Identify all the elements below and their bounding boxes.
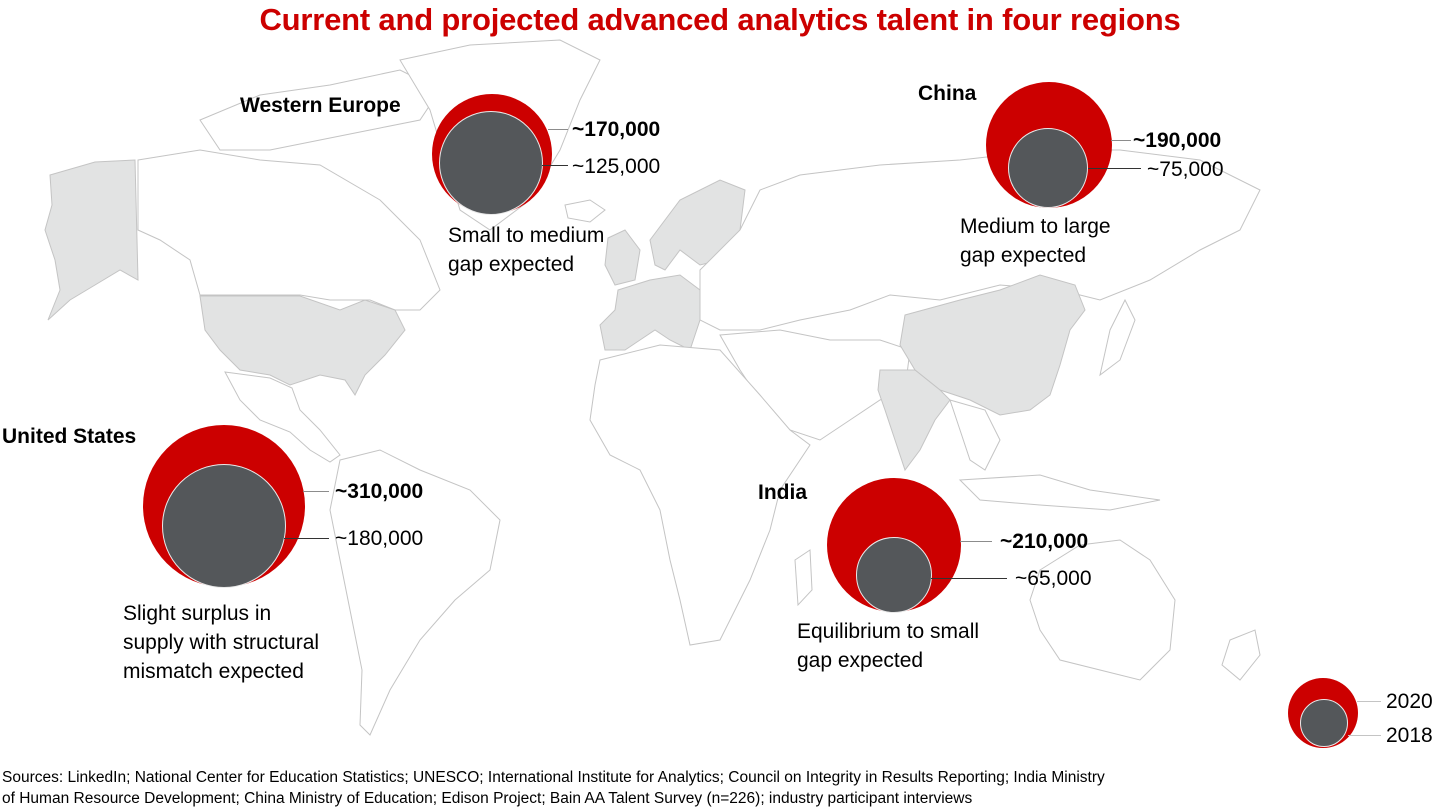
iceland — [564, 199, 606, 223]
leader-line-2020 — [960, 541, 992, 542]
russia-eastern-europe — [699, 149, 1261, 331]
alaska — [44, 159, 139, 321]
sources-note: Sources: LinkedIn; National Center for E… — [2, 769, 1105, 807]
legend-label-2018: 2018 — [1386, 724, 1433, 747]
legend-leader-2018 — [1348, 735, 1381, 736]
uk-ireland — [604, 229, 641, 286]
leader-line-2020 — [1111, 140, 1131, 141]
africa — [589, 344, 811, 646]
leader-line-2018 — [542, 165, 568, 166]
united-states — [199, 295, 406, 396]
bubble-2018-india — [856, 537, 932, 613]
southeast-asia — [949, 399, 1001, 471]
india — [877, 369, 951, 472]
legend-leader-2020 — [1357, 701, 1381, 702]
canada — [137, 149, 441, 311]
bubble-2018-united-states — [162, 464, 286, 588]
value-2020-india: ~210,000 — [1000, 530, 1089, 553]
bubble-2018-western-europe — [439, 111, 543, 215]
description-western-europe: Small to medium gap expected — [448, 224, 605, 276]
value-2020-western-europe: ~170,000 — [572, 118, 661, 141]
chart-title: Current and projected advanced analytics… — [259, 2, 1181, 37]
leader-line-2018 — [931, 578, 1007, 579]
leader-line-2018 — [284, 538, 329, 539]
western-europe-mainland — [599, 274, 701, 351]
bubble-2018-china — [1008, 128, 1088, 208]
region-label-western-europe: Western Europe — [240, 94, 401, 117]
region-label-china: China — [918, 82, 977, 105]
new-zealand — [1221, 629, 1261, 681]
value-2018-united-states: ~180,000 — [335, 527, 424, 550]
leader-line-2018 — [1088, 168, 1141, 169]
region-label-united-states: United States — [2, 425, 137, 448]
south-america — [329, 449, 501, 736]
value-2018-western-europe: ~125,000 — [572, 155, 661, 178]
value-2020-united-states: ~310,000 — [335, 480, 424, 503]
description-china: Medium to large gap expected — [960, 215, 1111, 267]
leader-line-2020 — [303, 491, 329, 492]
value-2018-india: ~65,000 — [1015, 567, 1092, 590]
canada-arctic-islands — [199, 69, 441, 151]
legend-label-2020: 2020 — [1386, 690, 1433, 713]
value-2018-china: ~75,000 — [1147, 158, 1224, 181]
madagascar — [794, 549, 813, 607]
legend-swatch-2018 — [1300, 699, 1348, 747]
description-india: Equilibrium to small gap expected — [797, 620, 980, 672]
leader-line-2020 — [548, 129, 568, 130]
indonesia — [958, 474, 1161, 511]
japan — [1099, 298, 1136, 377]
region-label-india: India — [758, 481, 808, 504]
value-2020-china: ~190,000 — [1133, 129, 1222, 152]
australia — [1029, 539, 1176, 681]
mexico-central-america — [224, 371, 341, 463]
description-united-states: Slight surplus in supply with structural… — [123, 602, 320, 683]
